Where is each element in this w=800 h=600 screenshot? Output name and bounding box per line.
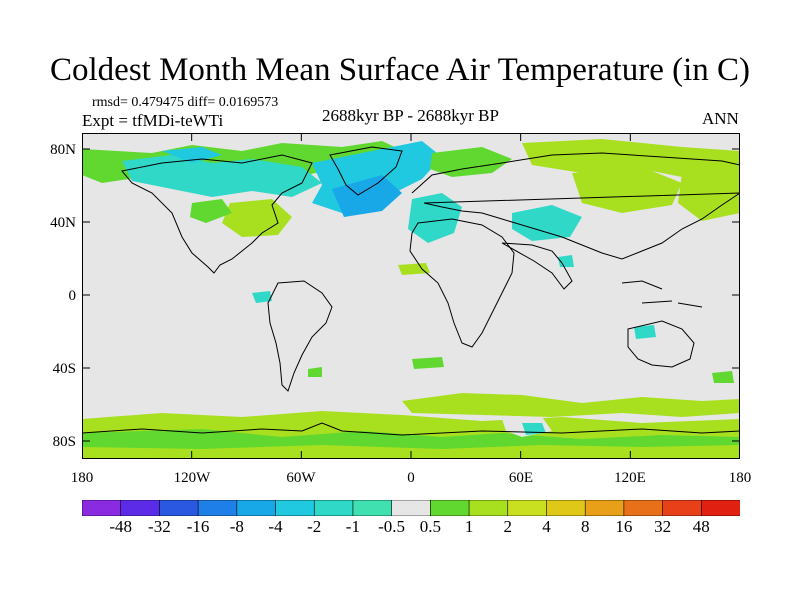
colorbar-label: -4	[268, 517, 283, 536]
colorbar-box	[662, 500, 702, 516]
colorbar-label: -0.5	[378, 517, 406, 536]
lat-label-40s: 40S	[52, 361, 76, 377]
colorbar-label: 2	[503, 517, 513, 536]
colorbar-label: 48	[692, 517, 710, 536]
lon-label-120w: 120W	[173, 470, 211, 486]
colorbar-box	[313, 500, 354, 516]
colorbar-box	[700, 500, 740, 516]
stats-line: rmsd= 0.479475 diff= 0.0169573	[92, 95, 279, 110]
coastlines	[82, 146, 740, 436]
colorbar-box	[468, 500, 509, 516]
colorbar-box	[159, 500, 199, 516]
colorbar-box	[120, 500, 161, 516]
colorbar-box	[584, 500, 625, 516]
colorbar-box	[352, 500, 393, 516]
colorbar-label: 0.5	[419, 517, 442, 536]
lon-label-60e: 60E	[508, 470, 534, 486]
lat-label-40n: 40N	[50, 215, 76, 231]
colorbar-label: -32	[148, 517, 171, 536]
map-ticks	[82, 133, 740, 459]
tropical-anomalies	[252, 255, 734, 383]
colorbar-box	[391, 500, 431, 516]
colorbar-label: 4	[542, 517, 551, 536]
lon-label-180e: 180	[728, 470, 752, 486]
colorbar-label: 1	[464, 517, 474, 536]
figure-title: Coldest Month Mean Surface Air Temperatu…	[50, 52, 750, 88]
lat-label-80s: 80S	[52, 434, 76, 450]
colorbar-box	[197, 500, 238, 516]
lon-label-120e: 120E	[614, 470, 646, 486]
colorbar-label: -2	[307, 517, 322, 536]
colorbar-box	[546, 500, 586, 516]
season-label: ANN	[702, 109, 739, 128]
colorbar-label: 32	[654, 517, 672, 536]
colorbar-label: -16	[186, 517, 210, 536]
colorbar-box	[275, 500, 315, 516]
colorbar-label: -8	[229, 517, 244, 536]
colorbar-box	[507, 500, 548, 516]
anomaly-map	[82, 133, 740, 459]
lat-label-80n: 80N	[50, 142, 76, 158]
colorbar-label: 8	[580, 517, 590, 536]
colorbar-label: 16	[615, 517, 633, 536]
colorbar-box	[82, 500, 122, 516]
lon-label-60w: 60W	[286, 470, 316, 486]
colorbar-label: -48	[109, 517, 133, 536]
lon-label-180w: 180	[70, 470, 94, 486]
lon-label-0: 0	[407, 470, 415, 486]
colorbar-box	[430, 500, 470, 516]
colorbar-box	[236, 500, 277, 516]
northern-anomalies	[82, 139, 740, 275]
lat-label-0: 0	[68, 288, 77, 304]
colorbar	[82, 500, 740, 516]
colorbar-label: -1	[345, 517, 360, 536]
colorbar-box	[623, 500, 664, 516]
experiment-label: Expt = tfMDi-teWTi	[82, 111, 224, 130]
period-label: 2688kyr BP - 2688kyr BP	[322, 106, 499, 125]
